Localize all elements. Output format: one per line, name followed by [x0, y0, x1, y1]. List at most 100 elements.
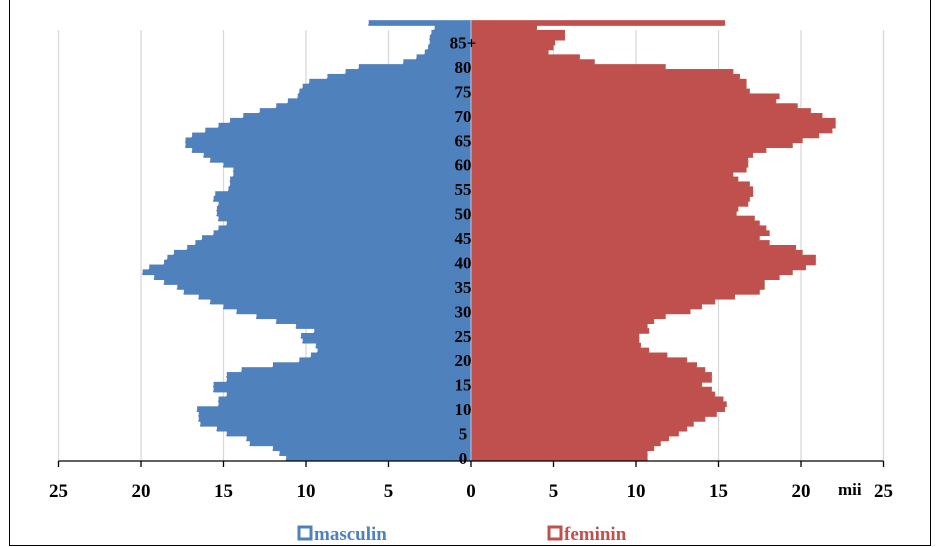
bar-feminin-age-65: [471, 137, 803, 144]
bar-masculin-age-37: [154, 274, 471, 280]
bar-masculin-age-15: [213, 381, 471, 388]
x-tick-label-4: 5: [384, 481, 394, 502]
series-feminin: [471, 20, 836, 461]
bar-masculin-age-43: [187, 244, 471, 251]
bar-masculin-age-79: [345, 69, 471, 75]
bar-feminin-age-60: [471, 161, 749, 168]
bar-feminin-age-45: [471, 235, 760, 241]
bar-masculin-age-30: [236, 308, 471, 315]
bar-feminin-age-75: [471, 88, 750, 95]
bar-masculin-age-67: [205, 127, 471, 134]
bar-feminin-age-46: [471, 230, 770, 237]
bar-masculin-age-60: [223, 161, 471, 168]
bar-feminin-age-37: [471, 274, 780, 280]
bar-masculin-age-34: [183, 288, 471, 295]
bar-feminin-age-11: [471, 401, 727, 408]
bar-masculin-age-71: [259, 108, 471, 114]
bar-feminin-age-5: [471, 430, 679, 437]
x-tick-label-9: 20: [792, 481, 811, 502]
bar-feminin-age-49: [471, 215, 755, 222]
bar-feminin-age-21: [471, 352, 668, 359]
bar-masculin-age-81: [403, 59, 471, 65]
bar-feminin-age-77: [471, 78, 747, 85]
age-label-30: 30: [455, 302, 472, 321]
age-label-50: 50: [455, 205, 472, 224]
bar-masculin-age-72: [276, 103, 471, 109]
bar-masculin-age-27: [296, 323, 471, 329]
bar-masculin-age-24: [302, 337, 471, 344]
bar-masculin-age-8: [198, 416, 471, 422]
age-label-35: 35: [455, 278, 472, 297]
bar-feminin-age-67: [471, 127, 833, 134]
bar-feminin-age-48: [471, 220, 760, 227]
bar-masculin-age-40: [164, 259, 471, 266]
bar-masculin-age-57: [230, 176, 471, 183]
age-label-20: 20: [455, 351, 472, 370]
bar-feminin-age-85: [471, 39, 556, 46]
bar-feminin-age-55: [471, 186, 754, 193]
bar-feminin-age-74: [471, 93, 780, 100]
bar-feminin-age-57: [471, 176, 739, 183]
bar-feminin-age-54: [471, 191, 754, 197]
bar-masculin-age-86: [429, 34, 471, 41]
bar-masculin-age-47: [218, 225, 471, 232]
bar-masculin-age-61: [210, 157, 472, 163]
bar-masculin-age-58: [233, 171, 471, 178]
bar-feminin-age-26: [471, 328, 650, 334]
bar-masculin-age-16: [226, 376, 471, 383]
bar-masculin-age-76: [302, 83, 471, 90]
bar-masculin-age-88: [434, 25, 471, 31]
bar-feminin-age-63: [471, 147, 767, 153]
bar-masculin-age-52: [218, 201, 471, 207]
bar-feminin-age-23: [471, 342, 641, 349]
age-label-40: 40: [455, 253, 472, 272]
bar-feminin-age-1: [471, 450, 648, 456]
bar-masculin-age-35: [177, 284, 472, 290]
bar-feminin-age-38: [471, 269, 793, 276]
x-tick-label-7: 10: [627, 481, 646, 502]
bar-masculin-age-62: [203, 152, 471, 158]
bar-masculin-age-54: [215, 191, 471, 197]
bar-masculin-age-4: [246, 435, 471, 442]
unit-label: mii: [838, 480, 862, 499]
x-tick-label-3: 10: [297, 481, 316, 502]
bar-masculin-age-46: [213, 230, 471, 237]
x-tick-label-1: 20: [132, 481, 151, 502]
bar-feminin-age-62: [471, 152, 754, 158]
bar-feminin-age-84: [471, 44, 554, 51]
bar-feminin-age-61: [471, 157, 749, 163]
bar-edge-highlights: [142, 24, 837, 461]
age-label-80: 80: [455, 58, 472, 77]
bar-feminin-age-3: [471, 440, 661, 447]
bar-feminin-age-33: [471, 293, 735, 300]
age-label-15: 15: [455, 376, 472, 395]
bar-feminin-age-4: [471, 435, 669, 442]
bar-feminin-age-7: [471, 420, 694, 427]
bar-feminin-age-82: [471, 54, 580, 61]
bar-feminin-age-87: [471, 29, 566, 36]
bar-masculin-age-33: [198, 293, 471, 300]
bar-feminin-age-13: [471, 391, 716, 398]
legend: masculin feminin: [297, 524, 627, 545]
bar-feminin-age-9: [471, 411, 717, 417]
bar-masculin-age-66: [192, 132, 471, 139]
bar-feminin-age-52: [471, 201, 749, 207]
age-label-75: 75: [455, 82, 472, 101]
bar-feminin-age-29: [471, 313, 666, 320]
bar-feminin-age-24: [471, 337, 640, 344]
bar-feminin-age-44: [471, 240, 770, 246]
bar-masculin-age-84: [428, 44, 471, 51]
bar-masculin-age-32: [210, 298, 472, 305]
x-tick-label-10: 25: [874, 481, 893, 502]
bar-masculin-age-73: [287, 98, 471, 105]
bar-feminin-age-27: [471, 323, 648, 329]
age-label-45: 45: [455, 229, 472, 248]
bar-feminin-age-80: [471, 64, 666, 70]
bar-feminin-age-58: [471, 171, 734, 178]
x-tick-label-8: 15: [709, 481, 728, 502]
bar-feminin-age-83: [471, 49, 549, 56]
legend-label-masculin: masculin: [314, 524, 387, 545]
bar-masculin-age-18: [241, 367, 471, 373]
bar-masculin-age-0: [286, 455, 471, 461]
bar-masculin-age-26: [314, 328, 471, 334]
